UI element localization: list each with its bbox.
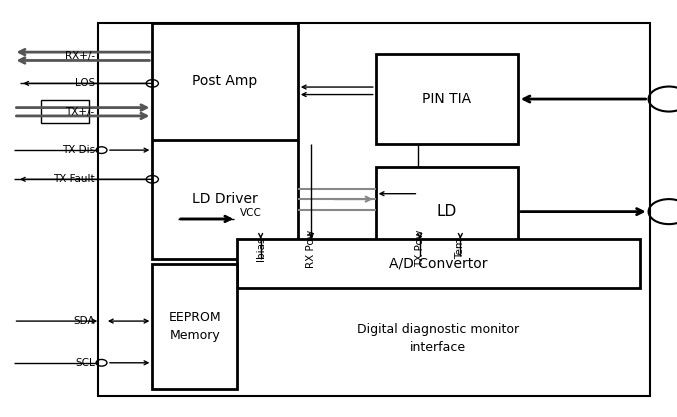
FancyBboxPatch shape <box>376 54 518 144</box>
FancyBboxPatch shape <box>152 264 237 389</box>
Text: EEPROM
Memory: EEPROM Memory <box>169 311 221 342</box>
FancyBboxPatch shape <box>376 167 518 256</box>
Text: LD Driver: LD Driver <box>192 192 258 206</box>
Text: VCC: VCC <box>240 208 262 218</box>
Text: Ibias: Ibias <box>256 236 265 261</box>
Text: LOS: LOS <box>74 78 95 88</box>
Text: SCL: SCL <box>75 358 95 368</box>
Text: LD: LD <box>437 204 457 219</box>
Text: Post Amp: Post Amp <box>192 74 258 88</box>
Text: TX Dis: TX Dis <box>62 145 95 155</box>
FancyBboxPatch shape <box>237 239 640 288</box>
FancyBboxPatch shape <box>98 23 650 396</box>
Text: A/D Convertor: A/D Convertor <box>389 256 487 270</box>
FancyBboxPatch shape <box>41 100 89 123</box>
Text: Digital diagnostic monitor
interface: Digital diagnostic monitor interface <box>357 323 519 354</box>
FancyBboxPatch shape <box>237 239 640 389</box>
Text: PIN TIA: PIN TIA <box>422 92 471 106</box>
Text: RX+/-: RX+/- <box>65 51 95 61</box>
FancyBboxPatch shape <box>152 23 298 259</box>
Text: RX Pow: RX Pow <box>307 229 316 268</box>
Text: TX+/-: TX+/- <box>66 107 95 117</box>
Text: TX Pow: TX Pow <box>415 230 424 267</box>
Text: Tem: Tem <box>456 238 465 259</box>
Text: SDA: SDA <box>73 316 95 326</box>
Text: TX Fault: TX Fault <box>53 174 95 184</box>
